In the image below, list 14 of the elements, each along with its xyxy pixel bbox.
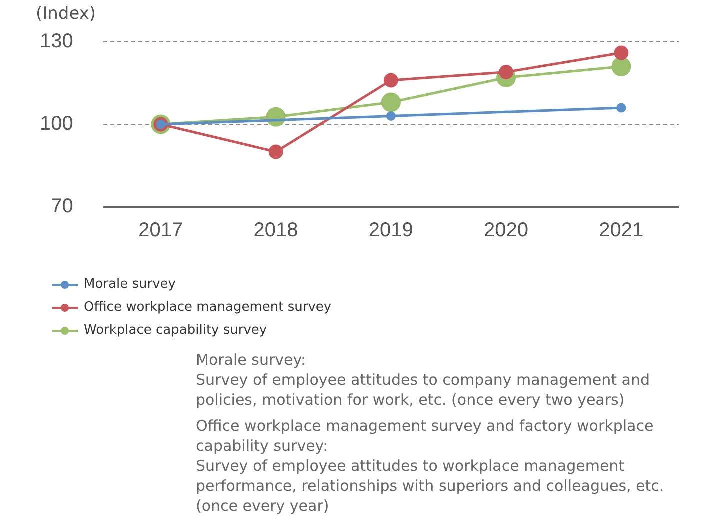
legend-label: Workplace capability survey xyxy=(84,323,268,338)
x-tick-label: 2018 xyxy=(254,220,298,242)
x-tick-label: 2019 xyxy=(368,220,414,242)
legend-label: Morale survey xyxy=(84,277,176,292)
text: Morale survey: Survey of employee attitudes to company management and policies, motivation for work, etc. (once every two years) xyxy=(196,350,652,410)
x-tick-label: 2020 xyxy=(484,220,529,242)
x-tick-label: 2017 xyxy=(138,220,184,242)
x-tick-label: 2021 xyxy=(599,220,644,242)
y-axis-title: (Index) xyxy=(36,4,96,24)
y-tick-label: 70 xyxy=(51,196,74,218)
text: Office workplace management survey and factory workplace capability survey: Survey of employee attitudes to workplace management performance, relationships with superiors and colleagues, etc. (once every year) xyxy=(196,416,666,516)
legend-label: Office workplace management survey xyxy=(84,300,332,315)
y-tick-label: 100 xyxy=(40,113,74,136)
y-tick-label: 130 xyxy=(40,30,74,53)
